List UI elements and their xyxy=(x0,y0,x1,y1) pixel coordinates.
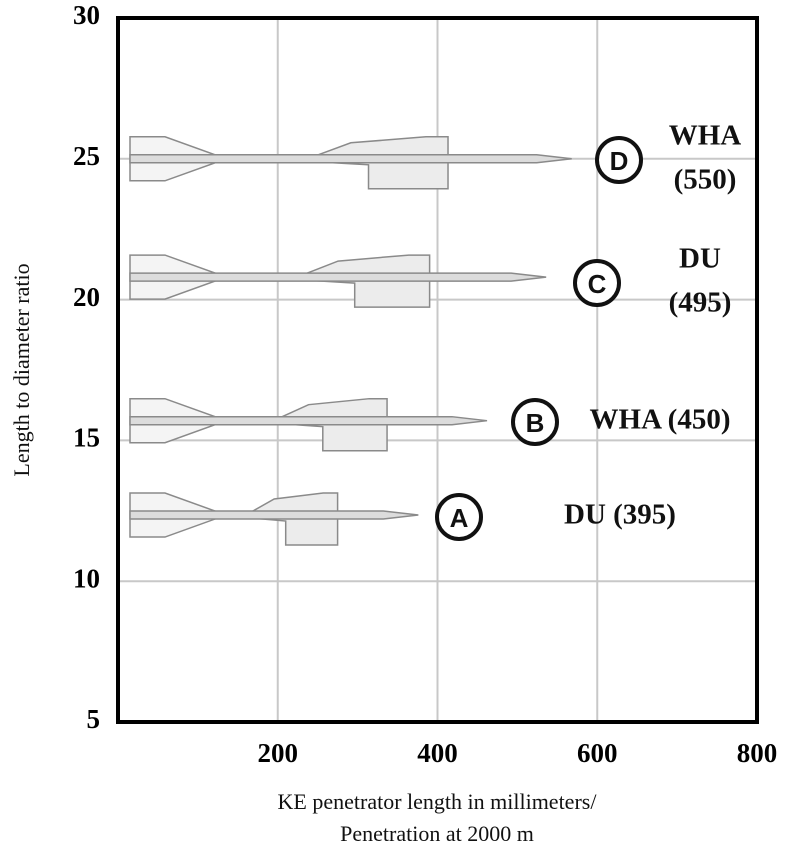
penetrator xyxy=(129,397,488,452)
penetrator xyxy=(129,492,419,546)
y-tick-label: 5 xyxy=(87,704,101,734)
penetrator-label: DU xyxy=(679,243,721,275)
marker-circle xyxy=(573,259,621,307)
plot-frame xyxy=(116,16,759,724)
rod xyxy=(129,510,419,520)
marker-circle xyxy=(511,398,559,446)
x-axis-label: KE penetrator length in millimeters/ xyxy=(278,789,598,814)
penetrator xyxy=(129,254,547,308)
y-tick-label: 30 xyxy=(73,0,100,30)
penetrator xyxy=(129,136,572,190)
x-tick-label: 400 xyxy=(417,738,458,768)
marker-letter: A xyxy=(450,503,469,533)
rod xyxy=(129,415,488,426)
y-tick-label: 20 xyxy=(73,282,100,312)
y-axis-label: Length to diameter ratio xyxy=(9,263,34,476)
penetrator-label: DU (395) xyxy=(564,499,676,531)
penetrator-label: WHA (450) xyxy=(590,404,731,436)
penetrator-label: (550) xyxy=(674,164,737,196)
penetrator-label: (495) xyxy=(669,287,732,319)
x-tick-label: 200 xyxy=(258,738,299,768)
rod xyxy=(129,154,572,164)
marker-circle xyxy=(435,493,483,541)
x-tick-label: 600 xyxy=(577,738,618,768)
marker-letter: D xyxy=(610,146,629,176)
marker-letter: B xyxy=(526,408,545,438)
y-tick-label: 15 xyxy=(73,423,100,453)
x-axis-label: Penetration at 2000 m xyxy=(340,821,534,846)
marker-letter: C xyxy=(588,269,607,299)
rod xyxy=(129,272,547,282)
x-tick-label: 800 xyxy=(737,738,778,768)
y-tick-label: 10 xyxy=(73,563,100,593)
y-tick-label: 25 xyxy=(73,141,100,171)
penetrator-label: WHA xyxy=(669,120,742,152)
marker-circle xyxy=(595,136,643,184)
